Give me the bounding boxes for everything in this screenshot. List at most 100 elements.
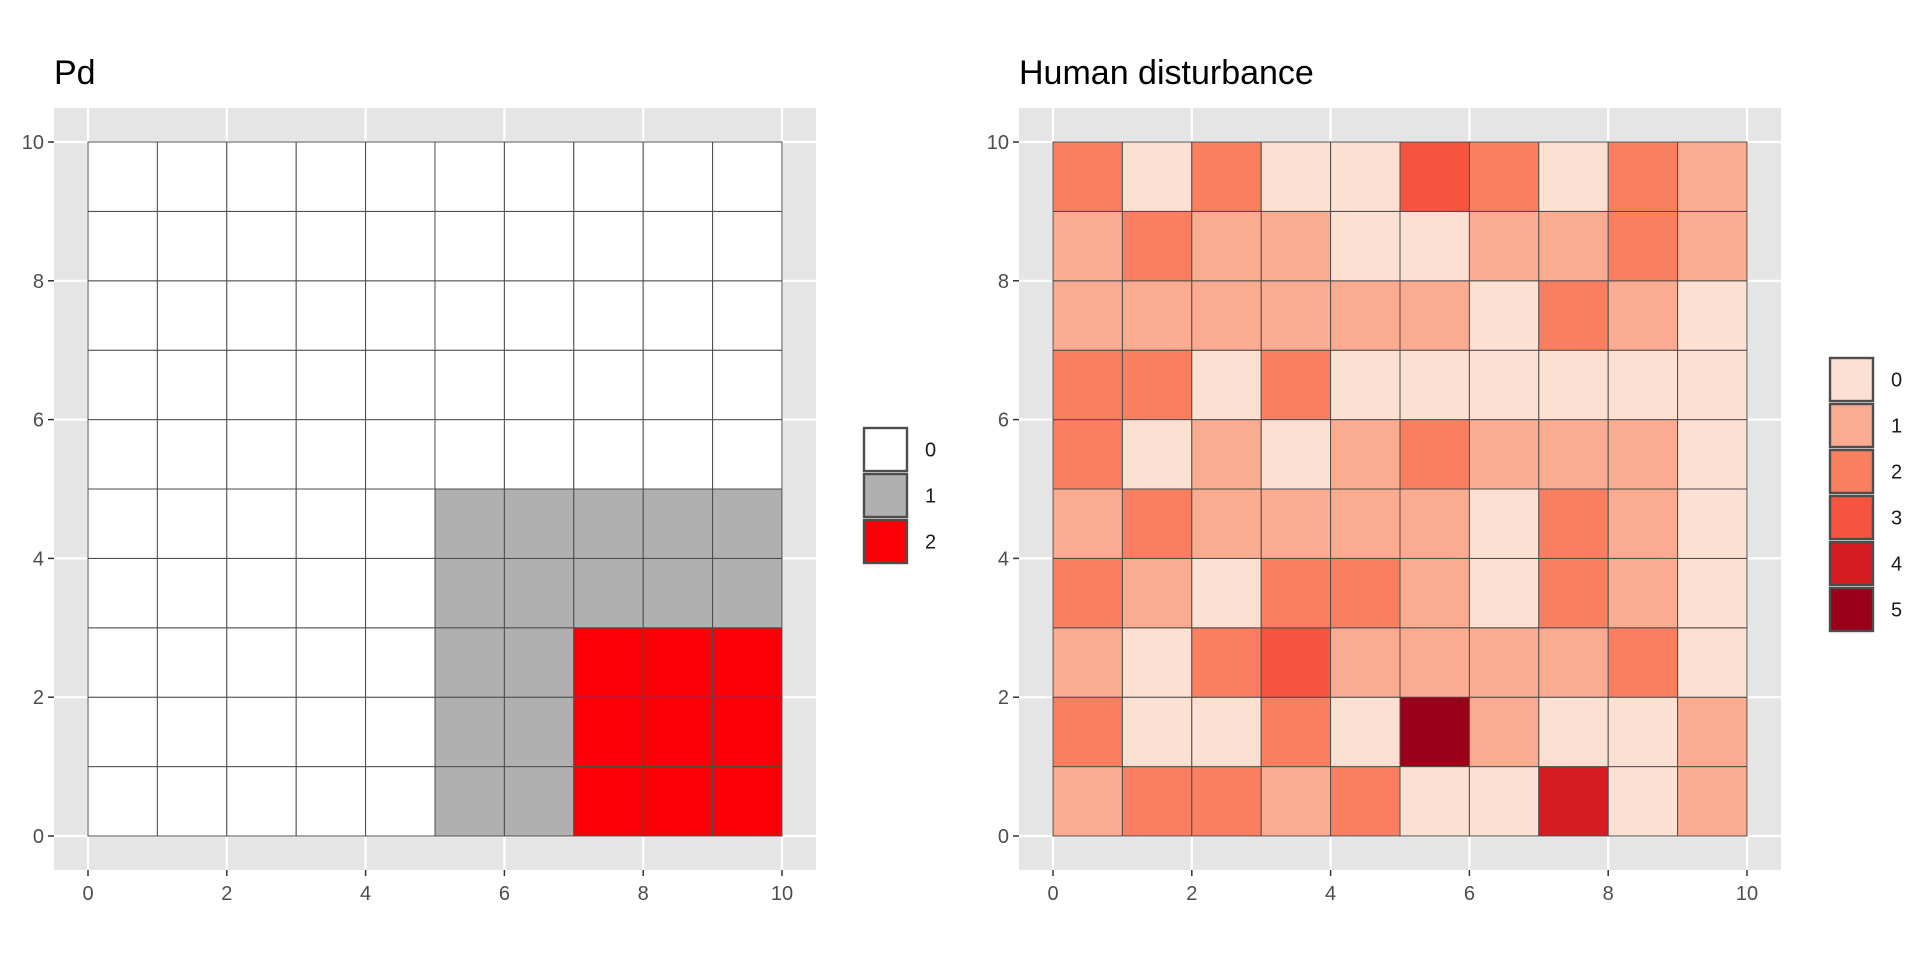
heatmap-cell — [1399, 488, 1470, 559]
legend-label: 2 — [1891, 462, 1902, 484]
heatmap-cell — [434, 627, 505, 698]
heatmap-cell — [1677, 766, 1748, 837]
heatmap-cell — [642, 488, 714, 559]
x-tick-label: 2 — [221, 883, 232, 905]
legend-key — [1828, 494, 1875, 541]
heatmap-cell — [1399, 766, 1470, 837]
heatmap-cell — [1260, 488, 1332, 559]
heatmap-cell — [1330, 557, 1401, 629]
heatmap-cell — [226, 488, 297, 559]
heatmap-cell — [1677, 627, 1748, 698]
heatmap-cell — [226, 141, 297, 212]
heatmap-cell — [1260, 210, 1332, 282]
heatmap-cell — [1121, 766, 1193, 837]
heatmap-cell — [712, 627, 783, 698]
heatmap-cell — [365, 210, 436, 282]
heatmap-cell — [1260, 349, 1332, 421]
heatmap-cell — [642, 210, 714, 282]
heatmap-cell — [573, 696, 644, 768]
heatmap-cell — [1538, 349, 1609, 421]
heatmap-cell — [434, 766, 505, 837]
x-tick-label: 6 — [1464, 883, 1475, 905]
heatmap-cell — [1121, 210, 1193, 282]
heatmap-cell — [87, 349, 158, 421]
heatmap-cell — [1191, 488, 1262, 559]
heatmap-cell — [712, 696, 783, 768]
heatmap-cell — [712, 557, 783, 629]
heatmap-cell — [434, 696, 505, 768]
heatmap-cell — [1538, 419, 1609, 490]
heatmap-cell — [365, 280, 436, 351]
heatmap-cell — [573, 557, 644, 629]
heatmap-cell — [503, 210, 575, 282]
heatmap-cell — [365, 419, 436, 490]
heatmap-cell — [295, 349, 367, 421]
heatmap-cell — [87, 488, 158, 559]
heatmap-cell — [1538, 210, 1609, 282]
heatmap-cell — [503, 349, 575, 421]
heatmap-cell — [365, 557, 436, 629]
heatmap-cell — [1538, 766, 1609, 837]
heatmap-cell — [1052, 627, 1123, 698]
heatmap-cell — [1330, 627, 1401, 698]
heatmap-cell — [573, 766, 644, 837]
y-tick-label: 0 — [33, 826, 44, 848]
y-tick-label: 6 — [998, 410, 1009, 432]
heatmap-cell — [573, 210, 644, 282]
heatmap-cell — [365, 766, 436, 837]
heatmap-cell — [87, 419, 158, 490]
heatmap-cell — [1607, 419, 1679, 490]
heatmap-cell — [573, 349, 644, 421]
heatmap-cell — [156, 488, 228, 559]
heatmap-cell — [226, 696, 297, 768]
heatmap-cell — [156, 141, 228, 212]
heatmap-cell — [712, 210, 783, 282]
legend-label: 1 — [1891, 416, 1902, 438]
heatmap-cell — [156, 557, 228, 629]
heatmap-cell — [156, 766, 228, 837]
legend-key — [1828, 586, 1875, 633]
legend-key — [1828, 356, 1875, 403]
heatmap-cell — [1260, 280, 1332, 351]
heatmap-cell — [573, 141, 644, 212]
heatmap-cell — [1468, 627, 1540, 698]
heatmap-cell — [434, 557, 505, 629]
x-tick-label: 0 — [1047, 883, 1058, 905]
heatmap-cell — [1399, 280, 1470, 351]
heatmap-cell — [1260, 557, 1332, 629]
heatmap-cell — [156, 627, 228, 698]
y-tick-label: 2 — [33, 687, 44, 709]
heatmap-cell — [1677, 210, 1748, 282]
heatmap-cell — [1607, 488, 1679, 559]
heatmap-cell — [642, 141, 714, 212]
chart-title: Human disturbance — [1019, 54, 1314, 92]
legend-key — [862, 472, 909, 519]
chart-panel-1: Pd 0 2 4 6 8 10 0 2 4 6 8 10 0 1 2 — [22, 54, 936, 905]
heatmap-cell — [712, 766, 783, 837]
heatmap-cell — [1468, 419, 1540, 490]
heatmap-cell — [1607, 210, 1679, 282]
heatmap-cell — [1677, 488, 1748, 559]
heatmap-cell — [712, 141, 783, 212]
y-tick-label: 0 — [998, 826, 1009, 848]
x-tick-label: 10 — [771, 883, 793, 905]
x-tick-label: 2 — [1186, 883, 1197, 905]
heatmap-cell — [226, 627, 297, 698]
legend-label: 2 — [925, 532, 936, 554]
heatmap-cell — [503, 488, 575, 559]
heatmap-cell — [642, 349, 714, 421]
heatmap-cell — [156, 419, 228, 490]
legend-label: 4 — [1891, 554, 1902, 576]
heatmap-cell — [1260, 627, 1332, 698]
y-tick-label: 4 — [33, 548, 44, 570]
heatmap-cell — [226, 210, 297, 282]
heatmap-cell — [1191, 349, 1262, 421]
heatmap-cell — [1538, 557, 1609, 629]
heatmap-cell — [87, 627, 158, 698]
heatmap-cell — [1468, 488, 1540, 559]
heatmap-cell — [295, 696, 367, 768]
heatmap-cell — [295, 488, 367, 559]
heatmap-cell — [226, 557, 297, 629]
chart-panel-2: Human disturbance 0 2 4 6 8 10 0 2 4 6 8 10 0 1 2 3 4 5 — [987, 54, 1902, 905]
